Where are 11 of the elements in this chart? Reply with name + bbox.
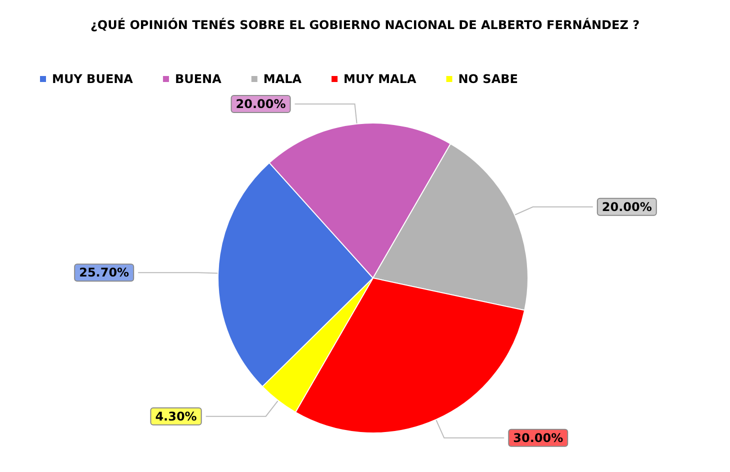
data-label: 20.00% xyxy=(236,96,286,111)
legend-label: BUENA xyxy=(174,72,222,86)
legend-label: MUY MALA xyxy=(344,72,417,86)
data-label: 30.00% xyxy=(513,430,564,445)
legend-label: NO SABE xyxy=(458,72,518,86)
legend-label: MALA xyxy=(263,72,302,86)
data-label: 25.70% xyxy=(79,266,130,280)
legend-label: MUY BUENA xyxy=(52,72,134,86)
data-label: 4.30% xyxy=(155,409,197,424)
chart-title: ¿QUÉ OPINIÓN TENÉS SOBRE EL GOBIERNO NACIONAL DE ALBERTO FERNÁNDEZ ? xyxy=(90,17,640,32)
data-label: 20.00% xyxy=(602,200,652,214)
